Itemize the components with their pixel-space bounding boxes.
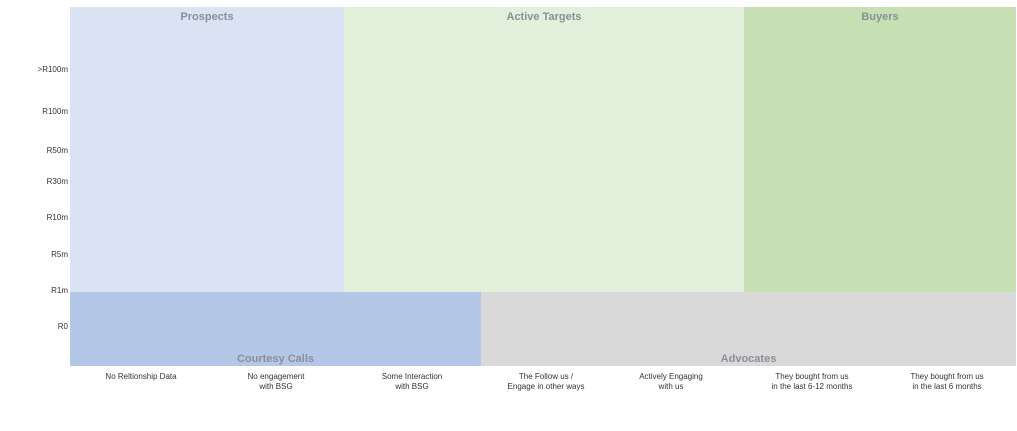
- x-label-line1: The Follow us /: [518, 372, 574, 381]
- courtesy-calls-zone: Courtesy Calls: [70, 292, 481, 366]
- x-label: No Reltionship Data: [71, 372, 211, 382]
- x-label-line1: They bought from us: [910, 372, 984, 381]
- x-label-line2: Engage in other ways: [507, 382, 585, 391]
- x-label-line2: in the last 6-12 months: [771, 382, 853, 391]
- x-label: No engagement with BSG: [206, 372, 346, 392]
- x-label-line2: with us: [658, 382, 684, 391]
- active-targets-zone: Active Targets: [344, 7, 744, 292]
- y-label: R10m: [46, 213, 68, 222]
- x-label: Some Interaction with BSG: [342, 372, 482, 392]
- x-label: They bought from us in the last 6-12 mon…: [742, 372, 882, 392]
- y-label: R30m: [46, 177, 68, 186]
- buyers-zone: Buyers: [744, 7, 1016, 292]
- x-label-line1: They bought from us: [775, 372, 849, 381]
- advocates-title: Advocates: [720, 353, 777, 365]
- buyers-title: Buyers: [861, 11, 899, 23]
- advocates-zone: Advocates: [481, 292, 1016, 366]
- y-label: R50m: [46, 146, 68, 155]
- courtesy-calls-title: Courtesy Calls: [236, 353, 315, 365]
- x-label-line1: No engagement: [247, 372, 305, 381]
- x-label-line2: with BSG: [395, 382, 429, 391]
- y-label: R0: [57, 322, 68, 331]
- x-label: They bought from us in the last 6 months: [877, 372, 1017, 392]
- active-targets-title: Active Targets: [506, 11, 582, 23]
- x-label-line2: in the last 6 months: [912, 382, 982, 391]
- y-label: >R100m: [37, 65, 68, 74]
- x-label-line1: No Reltionship Data: [105, 372, 177, 381]
- x-label: Actively Engaging with us: [601, 372, 741, 392]
- x-label: The Follow us / Engage in other ways: [476, 372, 616, 392]
- x-label-line2: with BSG: [259, 382, 293, 391]
- y-label: R100m: [42, 107, 68, 116]
- prospects-zone: Prospects: [70, 7, 344, 292]
- y-label: R1m: [51, 286, 68, 295]
- y-label: R5m: [51, 250, 68, 259]
- x-label-line1: Some Interaction: [381, 372, 443, 381]
- prospects-title: Prospects: [180, 11, 234, 23]
- x-label-line1: Actively Engaging: [639, 372, 703, 381]
